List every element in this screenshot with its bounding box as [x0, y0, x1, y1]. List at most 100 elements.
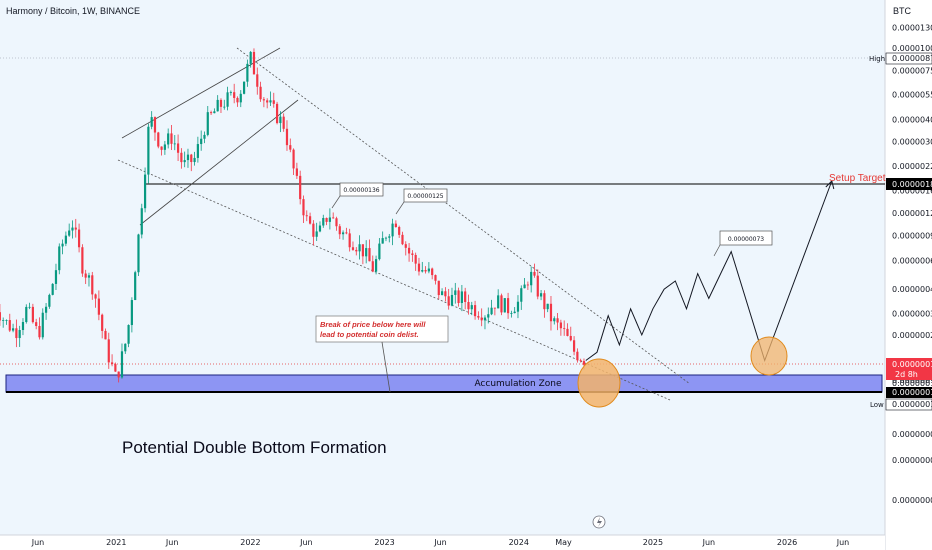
currency-label: BTC [893, 6, 912, 16]
candle-body [431, 268, 434, 276]
candle-body [516, 301, 520, 312]
y-ticks: 0.00001300 0.00001000 0.00000750 0.00000550… [892, 24, 932, 505]
candle-body [170, 133, 173, 144]
candle-body [51, 283, 54, 295]
candle-body [180, 152, 183, 163]
y-tick-label: 0.00000300 [892, 138, 932, 147]
candle-body [384, 237, 388, 239]
candle-body [493, 307, 496, 309]
price-scale[interactable] [885, 0, 932, 550]
candle-body [371, 261, 374, 272]
candle-body [137, 234, 140, 273]
y-tick-label: 0.00000090 [892, 231, 932, 240]
y-tick-label: 0.00000033 [892, 309, 932, 318]
candle-body [130, 300, 133, 326]
x-ticks: Jun 2021 Jun 2022 Jun 2023 Jun 2024 May 2025 Jun 20… [31, 538, 850, 547]
candle-body [223, 106, 226, 108]
candle-body [411, 253, 414, 255]
candle-body [167, 133, 170, 145]
countdown-tag: 2d 8h [895, 370, 918, 379]
pattern-label: Potential Double Bottom Formation [122, 438, 387, 457]
candle-body [206, 112, 209, 135]
candle-body [559, 322, 562, 329]
candle-body [64, 235, 67, 244]
candle-body [71, 227, 74, 231]
candle-body [579, 360, 582, 362]
candle-body [279, 116, 282, 124]
candle-body [209, 112, 213, 114]
candle-body [94, 294, 97, 299]
lightning-icon[interactable] [592, 515, 606, 529]
candle-body [318, 225, 322, 232]
low-label: Low [870, 401, 884, 409]
candle-body [256, 74, 259, 87]
candle-body [483, 317, 487, 321]
y-tick-label: 0.00000750 [892, 66, 932, 75]
current-price-tag: 0.00000018 [892, 360, 932, 369]
candle-body [299, 175, 302, 200]
y-tick-label: 0.00000045 [892, 285, 932, 294]
y-tick-label: 0.00001000 [892, 44, 932, 53]
accumulation-zone-label: Accumulation Zone [474, 379, 562, 389]
candle-body [530, 271, 533, 286]
candle-body [186, 154, 190, 161]
candle-body [361, 244, 364, 257]
candle-body [87, 275, 91, 278]
candle-body [68, 230, 71, 236]
callout-125-text: 0.00000125 [407, 193, 443, 200]
delist-note-line1: Break of price below here will [320, 320, 426, 329]
candle-body [328, 217, 331, 222]
candle-body [563, 328, 566, 330]
candle-body [506, 298, 510, 314]
candle-body [394, 223, 397, 227]
candle-body [110, 362, 114, 365]
candle-body [487, 314, 490, 318]
y-tick-label: 0.00000550 [892, 91, 932, 100]
candle-body [424, 270, 427, 272]
candle-body [553, 318, 556, 322]
candle-body [444, 291, 447, 297]
candle-body [269, 100, 272, 103]
candle-body [543, 293, 546, 310]
candle-body [490, 307, 493, 315]
candle-body [447, 296, 450, 306]
plot-area[interactable] [0, 0, 885, 535]
candle-body [18, 330, 21, 339]
zone-upper-tag: 0.00000014 [892, 379, 932, 388]
y-tick-label: 0.00000003 [892, 496, 932, 505]
candle-body [480, 317, 483, 321]
candle-body [249, 51, 252, 64]
y-tick-label: 0.00000065 [892, 257, 932, 266]
x-tick-label: 2022 [240, 538, 260, 547]
candle-body [536, 275, 539, 297]
candle-body [31, 306, 34, 323]
candle-body [325, 217, 328, 222]
x-tick-label: Jun [702, 538, 716, 547]
candle-body [401, 234, 404, 245]
candle-body [381, 238, 384, 244]
y-tick-label: 0.00000120 [892, 209, 932, 218]
candle-body [289, 145, 292, 150]
candle-body [308, 216, 312, 224]
candle-body [262, 99, 265, 101]
candle-body [437, 280, 440, 296]
candle-body [457, 290, 460, 304]
y-tick-label: 0.00000007 [892, 430, 932, 439]
candle-body [147, 126, 150, 175]
candle-body [163, 144, 166, 150]
candle-body [2, 320, 5, 321]
candle-body [226, 92, 229, 107]
candle-body [176, 143, 180, 153]
candle-body [388, 236, 391, 238]
time-axis[interactable] [0, 535, 885, 550]
candle-body [503, 298, 506, 313]
candle-body [81, 247, 84, 274]
projected-bottom-circle [750, 336, 788, 376]
candle-body [242, 81, 246, 94]
candle-body [140, 208, 143, 235]
candle-body [358, 244, 361, 252]
candle-body [345, 232, 348, 234]
candle-body [120, 351, 124, 378]
